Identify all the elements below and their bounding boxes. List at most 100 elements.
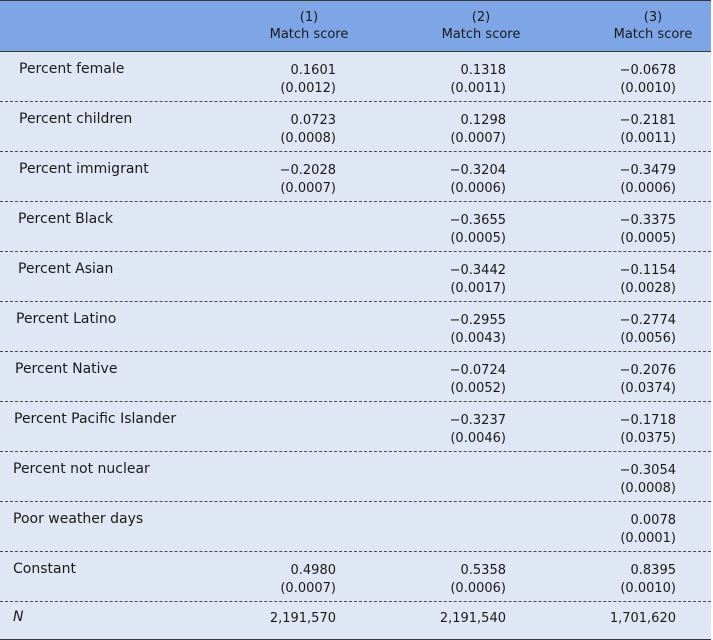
coefficient-cell: −0.2076 (0.0374) bbox=[566, 362, 676, 398]
coefficient-estimate: −0.3655 bbox=[396, 212, 506, 230]
table-row: Percent immigrant −0.2028 (0.0007) −0.3204 (… bbox=[0, 152, 711, 202]
row-label: Percent Black bbox=[18, 211, 113, 228]
coefficient-estimate: 0.5358 bbox=[396, 562, 506, 580]
standard-error: (0.0375) bbox=[566, 430, 676, 448]
standard-error: (0.0007) bbox=[396, 130, 506, 148]
coefficient-estimate: 0.4980 bbox=[226, 562, 336, 580]
coefficient-cell: 0.1318 (0.0011) bbox=[396, 62, 506, 98]
standard-error: (0.0007) bbox=[226, 580, 336, 598]
standard-error: (0.0007) bbox=[226, 180, 336, 198]
coefficient-cell: −0.1718 (0.0375) bbox=[566, 412, 676, 448]
coefficient-estimate: −0.3204 bbox=[396, 162, 506, 180]
table-row: Percent Asian −0.3442 (0.0017) −0.1154 (0.00… bbox=[0, 252, 711, 302]
coefficient-estimate: −0.2181 bbox=[566, 112, 676, 130]
coefficient-estimate: 0.1318 bbox=[396, 62, 506, 80]
row-label: Percent Pacific Islander bbox=[14, 411, 176, 428]
coefficient-cell: −0.2028 (0.0007) bbox=[226, 162, 336, 198]
coefficient-estimate: 0.1298 bbox=[396, 112, 506, 130]
coefficient-estimate: −0.0724 bbox=[396, 362, 506, 380]
standard-error: (0.0028) bbox=[566, 280, 676, 298]
coefficient-cell: −0.2955 (0.0043) bbox=[396, 312, 506, 348]
coefficient-cell: 0.1298 (0.0007) bbox=[396, 112, 506, 148]
column-number: (2) bbox=[426, 9, 536, 26]
coefficient-estimate: −0.2955 bbox=[396, 312, 506, 330]
standard-error: (0.0043) bbox=[396, 330, 506, 348]
row-label: Percent Asian bbox=[18, 261, 113, 278]
coefficient-cell: −0.0724 (0.0052) bbox=[396, 362, 506, 398]
standard-error: (0.0006) bbox=[396, 180, 506, 198]
column-label: Match score bbox=[254, 26, 364, 43]
row-label: Percent Latino bbox=[16, 311, 116, 328]
coefficient-cell: −0.2774 (0.0056) bbox=[566, 312, 676, 348]
row-label: Constant bbox=[13, 561, 76, 578]
standard-error: (0.0008) bbox=[566, 480, 676, 498]
standard-error: (0.0010) bbox=[566, 580, 676, 598]
column-label: Match score bbox=[426, 26, 536, 43]
table-row: Percent not nuclear −0.3054 (0.0008) bbox=[0, 452, 711, 502]
coefficient-estimate: −0.3375 bbox=[566, 212, 676, 230]
standard-error: (0.0006) bbox=[566, 180, 676, 198]
observations-label: N bbox=[13, 609, 23, 626]
coefficient-cell: 0.0723 (0.0008) bbox=[226, 112, 336, 148]
coefficient-cell: −0.0678 (0.0010) bbox=[566, 62, 676, 98]
coefficient-cell: −0.3204 (0.0006) bbox=[396, 162, 506, 198]
coefficient-estimate: −0.2028 bbox=[226, 162, 336, 180]
coefficient-estimate: −0.0678 bbox=[566, 62, 676, 80]
table-row: Constant 0.4980 (0.0007) 0.5358 (0.0006) 0.83… bbox=[0, 552, 711, 602]
standard-error: (0.0005) bbox=[396, 230, 506, 248]
standard-error: (0.0017) bbox=[396, 280, 506, 298]
coefficient-cell: −0.3442 (0.0017) bbox=[396, 262, 506, 298]
row-label: Percent Native bbox=[15, 361, 117, 378]
table-row: Percent female 0.1601 (0.0012) 0.1318 (0.001… bbox=[0, 52, 711, 102]
coefficient-estimate: −0.3479 bbox=[566, 162, 676, 180]
standard-error: (0.0056) bbox=[566, 330, 676, 348]
standard-error: (0.0046) bbox=[396, 430, 506, 448]
column-number: (1) bbox=[254, 9, 364, 26]
coefficient-estimate: 0.8395 bbox=[566, 562, 676, 580]
observations-count: 2,191,540 bbox=[396, 610, 506, 628]
coefficient-estimate: −0.1154 bbox=[566, 262, 676, 280]
coefficient-estimate: −0.3442 bbox=[396, 262, 506, 280]
coefficient-cell: −0.3237 (0.0046) bbox=[396, 412, 506, 448]
standard-error: (0.0005) bbox=[566, 230, 676, 248]
row-label: Percent female bbox=[19, 61, 124, 78]
standard-error: (0.0010) bbox=[566, 80, 676, 98]
coefficient-cell: 0.4980 (0.0007) bbox=[226, 562, 336, 598]
standard-error: (0.0006) bbox=[396, 580, 506, 598]
coefficient-cell: −0.3479 (0.0006) bbox=[566, 162, 676, 198]
coefficient-cell: −0.1154 (0.0028) bbox=[566, 262, 676, 298]
column-header-3: (3) Match score bbox=[598, 9, 708, 43]
row-label: Percent children bbox=[19, 111, 132, 128]
coefficient-cell: −0.3655 (0.0005) bbox=[396, 212, 506, 248]
row-label: Percent immigrant bbox=[19, 161, 149, 178]
coefficient-estimate: −0.3054 bbox=[566, 462, 676, 480]
standard-error: (0.0012) bbox=[226, 80, 336, 98]
column-label: Match score bbox=[598, 26, 708, 43]
standard-error: (0.0011) bbox=[566, 130, 676, 148]
standard-error: (0.0052) bbox=[396, 380, 506, 398]
coefficient-cell: 0.8395 (0.0010) bbox=[566, 562, 676, 598]
coefficient-estimate: −0.2774 bbox=[566, 312, 676, 330]
observations-row: N 2,191,570 2,191,540 1,701,620 bbox=[0, 602, 711, 638]
table-row: Poor weather days 0.0078 (0.0001) bbox=[0, 502, 711, 552]
column-number: (3) bbox=[598, 9, 708, 26]
table-row: Percent Latino −0.2955 (0.0043) −0.2774 (0.0… bbox=[0, 302, 711, 352]
standard-error: (0.0011) bbox=[396, 80, 506, 98]
column-header-1: (1) Match score bbox=[254, 9, 364, 43]
coefficient-cell: 0.0078 (0.0001) bbox=[566, 512, 676, 548]
coefficient-estimate: 0.0723 bbox=[226, 112, 336, 130]
table-row: Percent children 0.0723 (0.0008) 0.1298 (0.0… bbox=[0, 102, 711, 152]
standard-error: (0.0008) bbox=[226, 130, 336, 148]
coefficient-estimate: 0.0078 bbox=[566, 512, 676, 530]
coefficient-cell: 0.1601 (0.0012) bbox=[226, 62, 336, 98]
column-header-2: (2) Match score bbox=[426, 9, 536, 43]
table-row: Percent Native −0.0724 (0.0052) −0.2076 (0.0… bbox=[0, 352, 711, 402]
standard-error: (0.0374) bbox=[566, 380, 676, 398]
table-header: (1) Match score (2) Match score (3) Matc… bbox=[0, 1, 711, 52]
coefficient-estimate: −0.1718 bbox=[566, 412, 676, 430]
observations-count: 1,701,620 bbox=[566, 610, 676, 628]
row-label: Percent not nuclear bbox=[13, 461, 150, 478]
coefficient-cell: −0.3375 (0.0005) bbox=[566, 212, 676, 248]
standard-error: (0.0001) bbox=[566, 530, 676, 548]
